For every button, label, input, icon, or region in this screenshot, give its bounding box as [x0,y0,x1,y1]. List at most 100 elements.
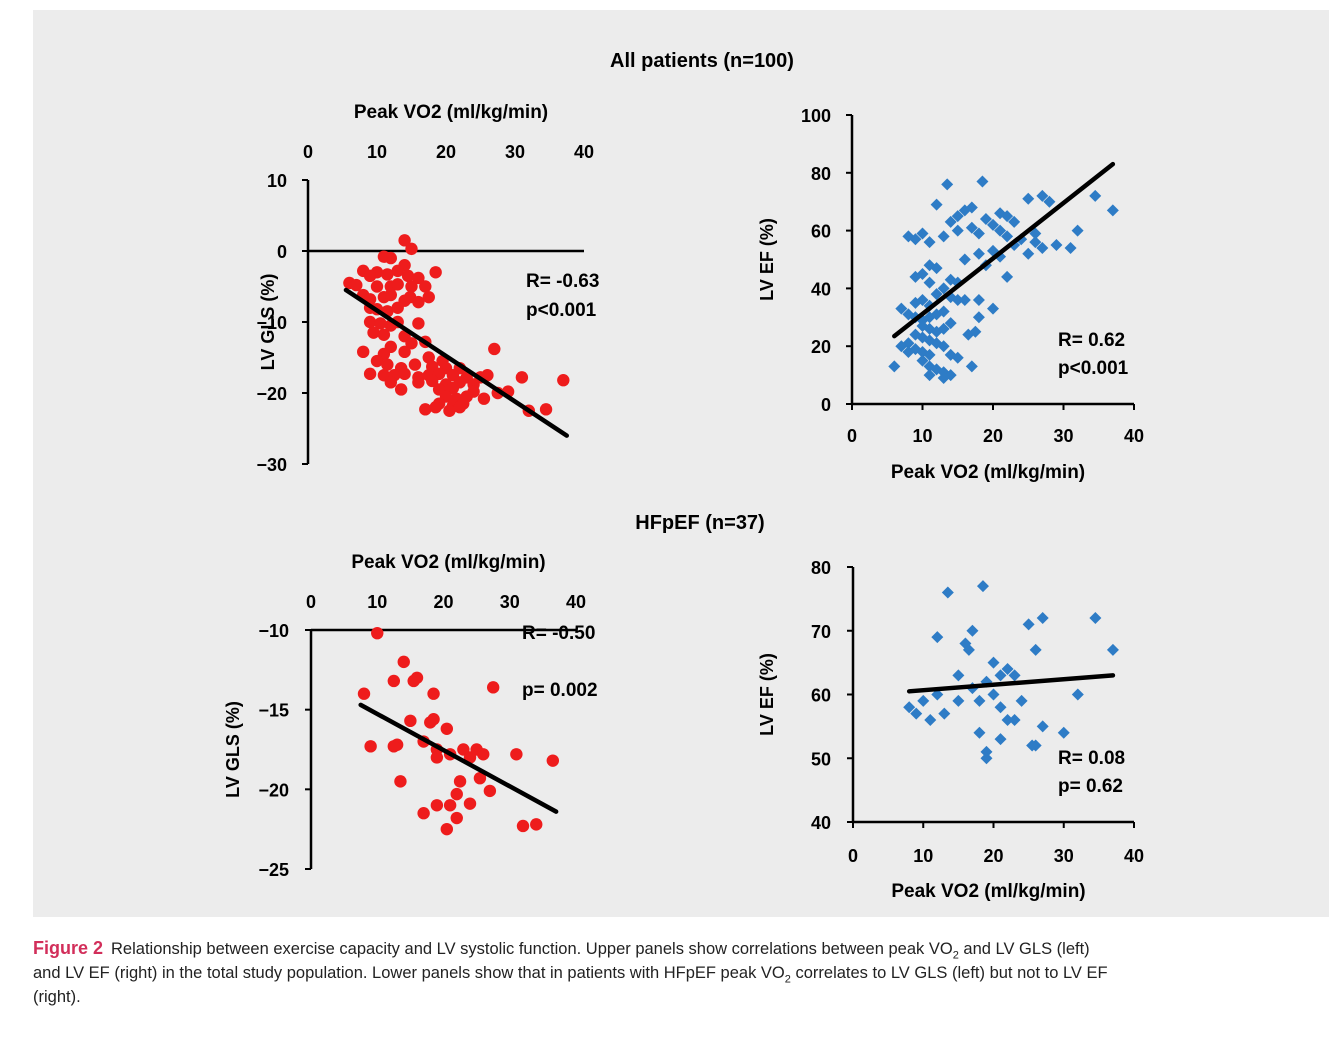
data-point [1071,224,1084,237]
x-tick-label: 20 [433,592,453,612]
data-point [412,295,425,309]
x-axis-label: Peak VO2 (ml/kg/min) [351,552,545,573]
data-point [1001,714,1014,726]
regression-line [343,287,569,438]
data-point [902,345,915,358]
y-tick-label: −15 [258,701,289,721]
data-point [557,374,570,387]
x-tick-label: 0 [848,846,858,866]
data-point [951,224,964,237]
data-point [391,301,404,314]
data-point [412,317,425,330]
data-point [357,345,370,359]
data-point [909,233,922,246]
data-point [384,288,397,302]
data-point [546,754,560,767]
data-point [443,404,456,417]
caption-line: and LV EF (right) in the total study pop… [33,964,1108,986]
data-point [888,360,901,373]
data-point [923,369,936,382]
x-tick-label: 0 [303,142,313,162]
data-point [429,401,442,414]
y-tick-label: 80 [811,558,831,578]
caption-label: Figure 2 [33,938,104,958]
data-point [937,305,950,318]
data-point [1008,669,1021,682]
y-tick-label: −30 [256,455,287,475]
data-point [941,178,954,191]
data-point [440,822,454,836]
data-point [994,669,1007,682]
data-point [412,376,425,389]
data-point [1036,241,1049,254]
y-tick-label: −20 [256,384,287,404]
data-point [1001,270,1014,283]
x-tick-label: 10 [913,846,933,866]
title-all-patients: All patients (n=100) [610,50,794,72]
data-point [973,694,986,707]
data-point [419,403,432,416]
data-point [924,714,937,726]
data-point [515,371,529,384]
title-hfpef: HFpEF (n=37) [635,512,764,534]
data-point [994,733,1007,746]
data-point [384,251,397,265]
data-point [973,726,986,739]
y-tick-label: 10 [267,171,287,191]
data-point [364,740,377,753]
data-point [972,311,985,324]
data-point [424,716,437,729]
data-point [430,751,444,764]
data-point [909,296,922,309]
data-point [463,797,477,810]
figure-panel: All patients (n=100) HFpEF (n=37) 10 0 −10… [33,10,1329,917]
scatter-hfpef-gls: −10 −15 −20 −25 0 10 20 30 40 Peak VO2 (ml/kg/min… [223,552,598,880]
x-tick-label: 30 [1053,426,1073,446]
data-point [429,266,442,279]
x-tick-label: 30 [500,592,520,612]
data-point [367,326,380,339]
x-tick-label: 40 [566,592,586,612]
data-point [394,775,407,788]
caption-subscript: 2 [952,949,959,962]
data-point [1106,643,1119,656]
data-point [976,175,989,188]
data-point [930,198,943,211]
data-point [371,626,384,640]
data-point [937,282,950,295]
data-point [951,293,964,306]
data-point [410,671,424,684]
x-tick-label: 40 [1124,426,1144,446]
data-point [1071,688,1084,701]
data-point [405,280,418,293]
data-point [916,354,929,367]
p-value: p<0.001 [526,300,597,321]
data-point [1106,204,1119,217]
y-tick-label: 60 [811,686,831,706]
regression-line [358,702,559,814]
y-tick-label: −20 [258,780,289,800]
data-point [477,748,490,761]
data-point [1001,663,1014,675]
figure-caption: Figure 2 Relationship between exercise ca… [33,936,1331,1009]
data-point [374,317,387,330]
data-point [363,367,377,381]
data-point [987,244,999,257]
data-point [1022,247,1035,260]
data-point [972,293,985,306]
data-point [391,278,404,291]
y-tick-label: 100 [801,106,831,126]
data-point [937,230,950,243]
data-point [951,351,964,364]
data-point [969,325,982,338]
correlation-r: R= -0.63 [526,271,599,292]
data-point [1029,227,1042,240]
y-tick-label: 50 [811,749,831,769]
data-point [398,234,411,247]
data-point [951,210,964,223]
data-point [387,674,401,688]
data-point [1029,643,1042,656]
data-point [483,784,497,798]
x-tick-label: 20 [983,846,1003,866]
data-point [440,722,454,735]
